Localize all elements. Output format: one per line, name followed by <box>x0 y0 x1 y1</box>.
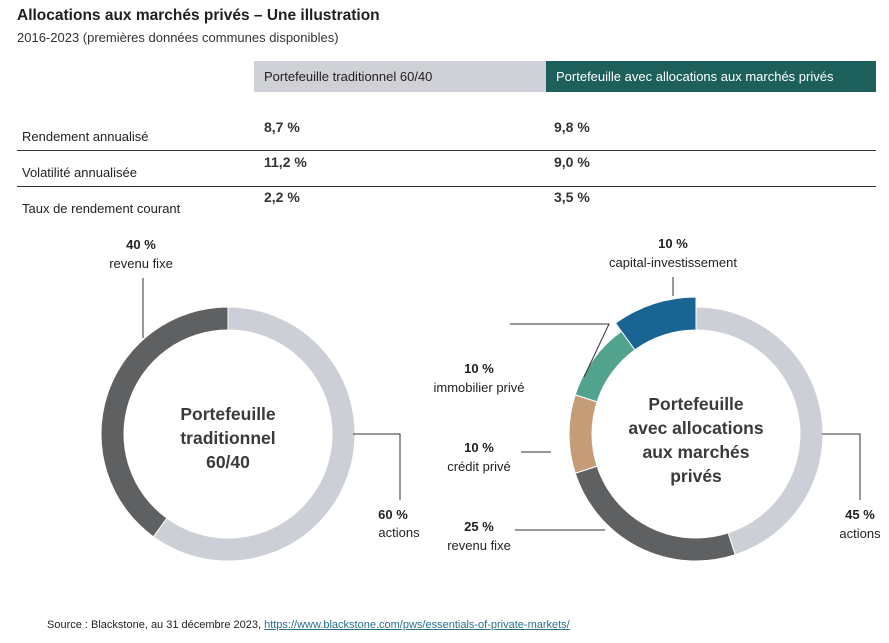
table-row: Rendement annualisé 8,7 % 9,8 % <box>17 114 876 151</box>
slice-category-label: immobilier privé <box>433 380 524 395</box>
source-text: Source : Blackstone, au 31 décembre 2023… <box>47 619 265 631</box>
slice-percent-label: 25 % <box>464 519 494 534</box>
row-label: Taux de rendement courant <box>22 201 181 216</box>
donut-slice <box>100 306 229 538</box>
donut-center-label: traditionnel <box>180 428 275 448</box>
row-label: Rendement annualisé <box>22 129 149 144</box>
column-header-traditional: Portefeuille traditionnel 60/40 <box>254 61 546 92</box>
donut-center-label: aux marchés <box>642 442 749 462</box>
source-note: Source : Blackstone, au 31 décembre 2023… <box>47 619 570 631</box>
leader-line <box>353 433 401 500</box>
slice-category-label: revenu fixe <box>447 538 511 553</box>
table-row: Taux de rendement courant 2,2 % 3,5 % <box>17 186 876 222</box>
table-row: Volatilité annualisée 11,2 % 9,0 % <box>17 150 876 187</box>
donut-slice <box>568 394 598 474</box>
donut-center-label: privés <box>670 466 722 486</box>
source-link[interactable]: https://www.blackstone.com/pws/essential… <box>264 619 570 631</box>
value-traditional: 2,2 % <box>264 189 300 205</box>
donut-center-label: Portefeuille <box>180 404 276 424</box>
slice-percent-label: 40 % <box>126 237 156 252</box>
value-private: 3,5 % <box>554 189 590 205</box>
slice-percent-label: 45 % <box>845 507 875 522</box>
row-label: Volatilité annualisée <box>22 165 137 180</box>
value-private: 9,0 % <box>554 154 590 170</box>
leader-line <box>822 433 861 500</box>
slice-percent-label: 10 % <box>658 236 688 251</box>
value-traditional: 11,2 % <box>264 154 307 170</box>
leader-line <box>510 323 610 378</box>
slice-percent-label: 60 % <box>378 507 408 522</box>
value-private: 9,8 % <box>554 119 590 135</box>
value-traditional: 8,7 % <box>264 119 300 135</box>
chart-title: Allocations aux marchés privés – Une ill… <box>17 7 380 24</box>
slice-category-label: actions <box>378 525 420 540</box>
slice-percent-label: 10 % <box>464 361 494 376</box>
chart-subtitle: 2016-2023 (premières données communes di… <box>17 30 339 45</box>
slice-category-label: capital-investissement <box>609 255 737 270</box>
slice-category-label: crédit privé <box>447 459 511 474</box>
slice-category-label: revenu fixe <box>109 256 173 271</box>
donut-center-label: avec allocations <box>628 418 763 438</box>
slice-percent-label: 10 % <box>464 440 494 455</box>
donut-center-label: 60/40 <box>206 452 250 472</box>
column-header-private: Portefeuille avec allocations aux marché… <box>546 61 876 92</box>
donut-center-label: Portefeuille <box>648 394 744 414</box>
donut-slice <box>614 296 697 351</box>
slice-category-label: actions <box>839 526 881 541</box>
donut-slice <box>574 330 636 403</box>
